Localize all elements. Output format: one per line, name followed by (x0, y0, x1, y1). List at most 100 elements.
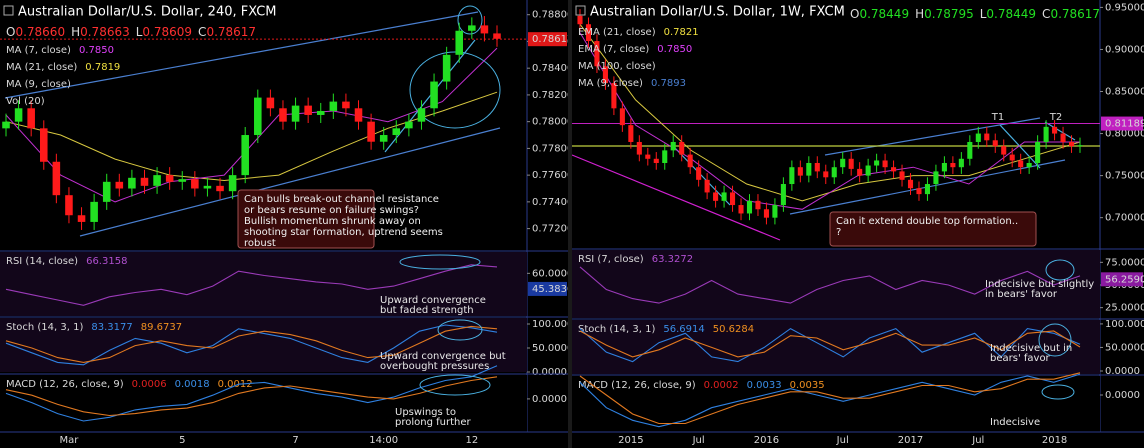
moving-average (579, 32, 1080, 210)
annotation-text: Can it extend double top formation..? (836, 216, 1018, 238)
annotation-line: Bullish momentum shrunk away on (244, 216, 421, 227)
indicator-line (579, 266, 1081, 304)
indicator-line (5, 264, 498, 306)
highlight-ellipse (419, 374, 491, 396)
annotation-text: Can bulls break-out channel resistance or… (244, 194, 443, 249)
price-marker (528, 32, 567, 47)
candle-body (848, 158, 854, 169)
candle-body (367, 121, 375, 142)
trend-line (571, 154, 781, 241)
indicator-line (579, 373, 1081, 428)
panel-value: 89.6737 (141, 322, 182, 333)
y-tick-label: 0.78800 (532, 10, 573, 21)
candle-body (619, 108, 625, 126)
indicator-line (5, 325, 498, 363)
highlight-ellipse (1041, 384, 1075, 400)
candle-body (417, 108, 426, 122)
legend-value: 0.7850 (79, 45, 114, 56)
candle-body (602, 66, 608, 84)
candle-body (670, 141, 676, 151)
candle-body (704, 179, 710, 193)
candle-body (455, 30, 464, 55)
pattern-label: T2 (1049, 112, 1062, 123)
panel-name: MACD (12, 26, close, 9) (6, 379, 124, 390)
candle-body (1060, 133, 1066, 142)
indicator-marker (528, 281, 567, 296)
candle-body (304, 105, 312, 115)
note-line: overbought pressures (380, 361, 489, 372)
highlight-ellipse (457, 5, 483, 35)
chart-title: Australian Dollar/U.S. Dollar, 240, FXCM (18, 5, 277, 20)
ohlc-value: 0.78449 (859, 7, 909, 21)
candle-body (916, 188, 922, 195)
symbol-icon (3, 5, 14, 16)
candle-body (941, 162, 947, 172)
candle-body (763, 209, 769, 218)
y-tick-label: 50.0000 (1105, 342, 1144, 353)
panel-name: Stoch (14, 3, 1) (578, 324, 655, 335)
candle-body (316, 110, 325, 115)
candle-body (203, 185, 212, 189)
indicator-line (579, 372, 1081, 425)
x-tick-label: Jul (692, 435, 705, 446)
candle-body (191, 179, 199, 189)
candle-body (216, 185, 224, 192)
candle-body (653, 158, 659, 163)
chart-divider (568, 0, 572, 448)
note-line: Upswings to (395, 407, 456, 418)
panel-note: Indecisive (990, 417, 1040, 428)
panel-header: Stoch (14, 3, 1) 56.6914 50.6284 (578, 324, 754, 335)
candle-body (14, 108, 23, 122)
panel-value: 83.3177 (91, 322, 132, 333)
candle-body (958, 158, 964, 168)
candle-body (594, 41, 600, 67)
legend-name: EMA (21, close) (578, 27, 656, 38)
legend-name: MA (9, close) (6, 79, 71, 90)
trend-line (824, 117, 1041, 156)
candle-body (874, 160, 880, 166)
candle-body (823, 171, 829, 178)
legend-name: Vol (20) (6, 96, 45, 107)
candle-body (831, 167, 837, 178)
panel-header: MACD (12, 26, close, 9) 0.0002 0.0033 0.003… (578, 380, 825, 391)
candle-body (153, 175, 161, 186)
y-tick-label: 0.77600 (532, 170, 573, 181)
y-tick-label: 0.90000 (1105, 44, 1144, 55)
highlight-ellipse (399, 254, 481, 270)
candle-body (354, 108, 363, 122)
legend-value: 0.7850 (657, 44, 692, 55)
indicator-line (5, 324, 498, 366)
candle-body (329, 101, 338, 111)
candle-body (1043, 126, 1049, 142)
note-line: bears' favor (990, 353, 1051, 364)
x-tick-label: Mar (60, 435, 80, 446)
y-tick-label: 0.80000 (1105, 129, 1144, 140)
candle-body (228, 175, 237, 192)
panel-value: 63.3272 (652, 254, 693, 265)
panel-header: RSI (7, close) 63.3272 (578, 254, 693, 265)
y-tick-label: 0.77800 (532, 143, 573, 154)
legend-item: MA (9, close) (6, 79, 71, 90)
moving-average (5, 47, 498, 203)
x-tick-label: Jul (836, 435, 849, 446)
ohlc-value: 0.78795 (924, 7, 974, 21)
panel-value: 50.6284 (713, 324, 754, 335)
x-tick-label: 2015 (618, 435, 643, 446)
highlight-ellipse (437, 319, 483, 341)
note-line: Upward convergence (380, 295, 486, 306)
candle-body (628, 125, 634, 142)
panel-name: RSI (14, close) (6, 256, 78, 267)
y-tick-label: 60.0000 (532, 268, 573, 279)
indicator-marker-label: 56.2590 (1105, 274, 1144, 285)
candle-body (77, 215, 86, 222)
panel-background (572, 250, 1100, 318)
panel-value: 0.0035 (790, 380, 825, 391)
candle-body (405, 121, 413, 129)
candle-body (1052, 126, 1058, 134)
y-tick-label: 50.0000 (532, 343, 573, 354)
y-tick-label: 0.75000 (1105, 171, 1144, 182)
note-line: but faded strength (380, 305, 474, 316)
annotation-box (829, 211, 1037, 247)
legend-item: MA (21, close) 0.7819 (6, 62, 120, 73)
